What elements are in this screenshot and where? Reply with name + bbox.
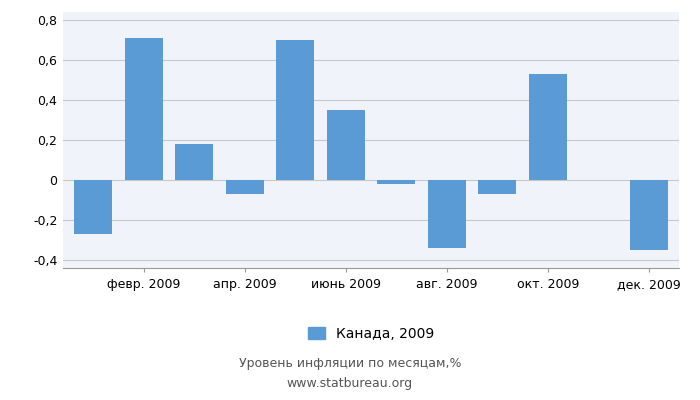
- Bar: [175, 144, 214, 180]
- Bar: [377, 180, 415, 184]
- Bar: [276, 40, 314, 180]
- Bar: [478, 180, 516, 194]
- Bar: [226, 180, 264, 194]
- Bar: [74, 180, 112, 234]
- Bar: [630, 180, 668, 250]
- Legend: Канада, 2009: Канада, 2009: [302, 321, 440, 346]
- Text: Уровень инфляции по месяцам,%: Уровень инфляции по месяцам,%: [239, 358, 461, 370]
- Bar: [428, 180, 466, 248]
- Bar: [327, 110, 365, 180]
- Bar: [528, 74, 567, 180]
- Bar: [125, 38, 162, 180]
- Text: www.statbureau.org: www.statbureau.org: [287, 378, 413, 390]
